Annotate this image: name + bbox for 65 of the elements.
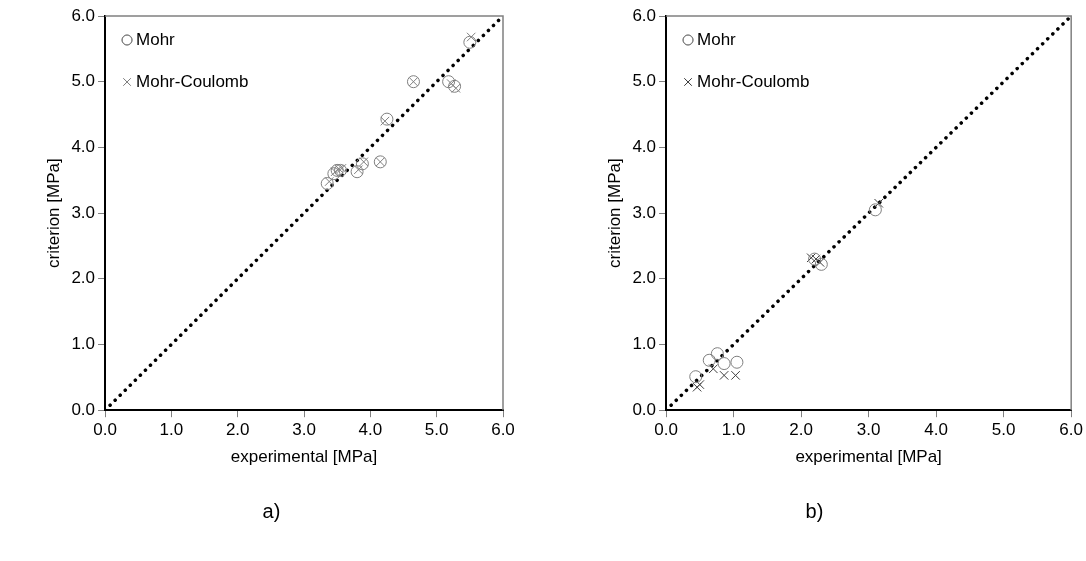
y-tick-label: 2.0 <box>71 268 96 288</box>
point <box>324 176 334 187</box>
point <box>730 370 741 381</box>
point <box>689 370 703 384</box>
point <box>380 116 390 126</box>
y-tick-label: 0.0 <box>71 399 96 419</box>
x-tick-label: 1.0 <box>721 420 746 440</box>
x-tick-label: 4.0 <box>924 420 948 440</box>
x-axis-title: experimental [MPa] <box>230 447 378 467</box>
point <box>358 157 369 167</box>
x-tick-label: 3.0 <box>292 420 316 440</box>
y-tick-label: 0.0 <box>632 399 657 419</box>
point <box>868 203 882 217</box>
point <box>330 166 340 177</box>
y-axis-title: criterion [MPa] <box>43 158 63 268</box>
x-tick-label: 6.0 <box>1059 420 1083 440</box>
y-tick-label: 4.0 <box>632 137 657 157</box>
legend-label: Mohr <box>136 29 176 49</box>
point <box>380 112 394 126</box>
x-tick-label: 2.0 <box>789 420 813 440</box>
x-tick-label: 5.0 <box>991 420 1016 440</box>
point <box>702 353 716 367</box>
y-tick-label: 3.0 <box>71 202 96 222</box>
legend-label: Mohr-Coulomb <box>136 71 249 91</box>
x-tick-label: 0.0 <box>654 420 678 440</box>
x-tick-label: 5.0 <box>424 420 449 440</box>
y-tick-label: 3.0 <box>632 202 657 222</box>
legend-label: Mohr <box>697 29 737 49</box>
x-tick-label: 4.0 <box>358 420 383 440</box>
x-tick-label: 3.0 <box>856 420 881 440</box>
y-axis-title: criterion [MPa] <box>604 158 624 268</box>
point <box>353 165 364 175</box>
point <box>451 83 461 94</box>
x-tick-label: 1.0 <box>159 420 184 440</box>
y-tick-label: 5.0 <box>71 71 96 91</box>
x-tick-label: 6.0 <box>491 420 515 440</box>
x-tick-label: 2.0 <box>225 420 250 440</box>
y-tick-label: 1.0 <box>632 334 657 354</box>
point <box>320 177 334 191</box>
y-tick-label: 6.0 <box>71 5 96 25</box>
y-tick-label: 2.0 <box>632 268 657 288</box>
y-tick-label: 6.0 <box>632 5 657 25</box>
y-tick-label: 1.0 <box>71 334 96 354</box>
point <box>806 253 816 263</box>
y-tick-label: 4.0 <box>71 137 96 157</box>
point <box>448 79 462 93</box>
legend-label: Mohr-Coulomb <box>697 71 810 91</box>
point <box>717 357 731 371</box>
point <box>873 198 884 208</box>
point <box>466 32 476 42</box>
text: a) <box>261 500 282 523</box>
text: b) <box>804 500 825 523</box>
point <box>330 163 344 177</box>
point <box>442 75 456 89</box>
y-tick-label: 5.0 <box>632 71 657 91</box>
x-axis-title: experimental [MPa] <box>795 447 942 467</box>
point <box>355 157 369 171</box>
x-tick-label: 0.0 <box>93 420 117 440</box>
point <box>719 370 729 381</box>
point <box>350 165 364 179</box>
point <box>708 364 719 374</box>
point <box>710 347 724 361</box>
point <box>730 355 744 369</box>
point <box>446 78 457 89</box>
point <box>463 35 477 49</box>
